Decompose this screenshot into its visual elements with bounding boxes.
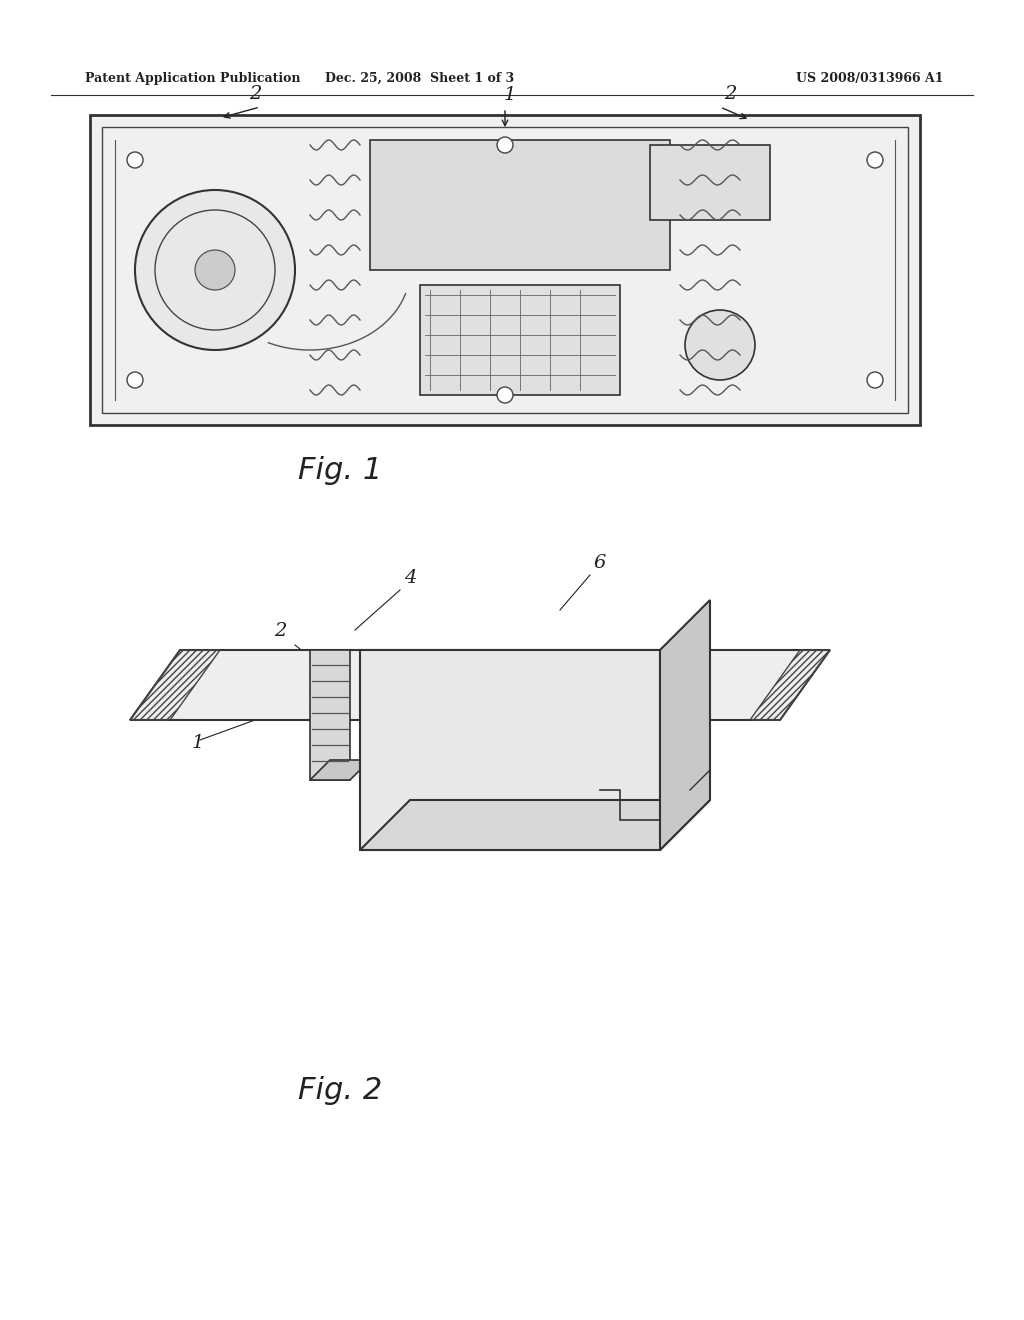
Polygon shape <box>370 140 670 271</box>
Text: 1: 1 <box>504 86 516 104</box>
Polygon shape <box>130 649 830 719</box>
Circle shape <box>685 310 755 380</box>
Circle shape <box>497 387 513 403</box>
Text: Fig. 1: Fig. 1 <box>298 455 382 484</box>
Text: Dec. 25, 2008  Sheet 1 of 3: Dec. 25, 2008 Sheet 1 of 3 <box>326 73 515 84</box>
Text: US 2008/0313966 A1: US 2008/0313966 A1 <box>797 73 944 84</box>
Circle shape <box>497 137 513 153</box>
Circle shape <box>867 152 883 168</box>
Circle shape <box>127 152 143 168</box>
Text: 3: 3 <box>794 664 806 682</box>
Text: 1: 1 <box>191 734 204 752</box>
Circle shape <box>195 249 234 290</box>
Text: 4: 4 <box>403 569 416 587</box>
Polygon shape <box>660 601 710 850</box>
Polygon shape <box>310 649 350 780</box>
Polygon shape <box>360 649 660 850</box>
Text: 6: 6 <box>594 554 606 572</box>
Circle shape <box>135 190 295 350</box>
Polygon shape <box>650 145 770 220</box>
Text: 2: 2 <box>273 622 286 640</box>
Circle shape <box>867 372 883 388</box>
Polygon shape <box>360 800 710 850</box>
Text: Patent Application Publication: Patent Application Publication <box>85 73 300 84</box>
Circle shape <box>127 372 143 388</box>
Text: 2: 2 <box>724 84 736 103</box>
Polygon shape <box>310 760 370 780</box>
Polygon shape <box>90 115 920 425</box>
Polygon shape <box>420 285 620 395</box>
Text: 5: 5 <box>439 719 452 738</box>
Text: Fig. 2: Fig. 2 <box>298 1076 382 1105</box>
Text: 2: 2 <box>249 84 261 103</box>
